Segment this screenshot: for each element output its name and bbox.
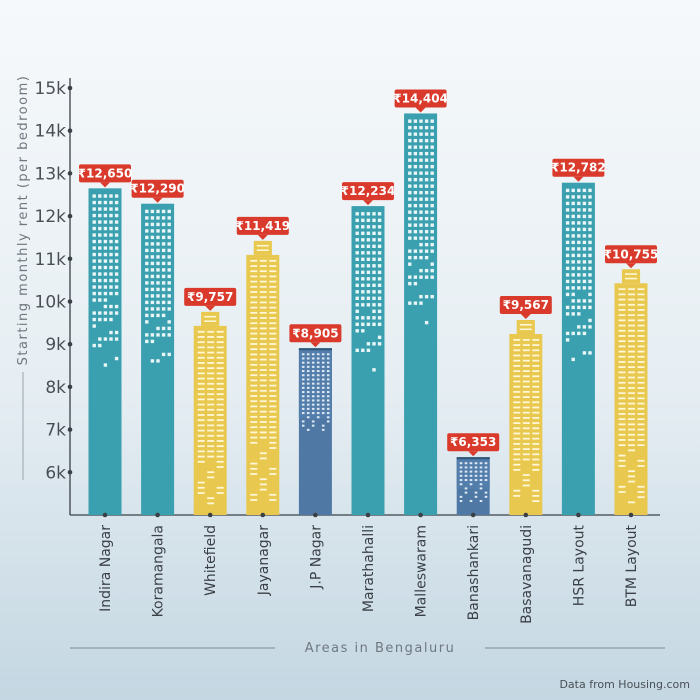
- y-tick-label: 9k: [45, 335, 66, 355]
- value-label-tag: ₹12,290: [130, 179, 185, 203]
- value-label: ₹6,353: [450, 435, 496, 449]
- x-tick-label: Marathahalli: [361, 525, 377, 612]
- value-label: ₹8,905: [292, 326, 338, 340]
- bar-spire: [621, 269, 641, 284]
- y-tick-label: 7k: [45, 421, 66, 441]
- x-tick-mark: [470, 512, 476, 518]
- bar-marathahalli: [351, 206, 385, 515]
- y-tick-label: 13k: [35, 164, 67, 184]
- y-tick-mark: [67, 341, 73, 347]
- x-tick-mark: [313, 512, 318, 518]
- y-axis-title: Starting monthly rent (per bedroom): [16, 75, 31, 366]
- y-tick-label: 8k: [45, 378, 66, 398]
- y-axis-title-group: Starting monthly rent (per bedroom): [16, 75, 31, 480]
- x-tick-label: BTM Layout: [624, 524, 640, 607]
- value-label: ₹12,650: [78, 166, 133, 180]
- bar-hsr-layout: [561, 182, 595, 515]
- value-label-tag: ₹12,650: [78, 164, 133, 188]
- y-tick-label: 14k: [35, 122, 67, 142]
- x-tick-label: Basavanagudi: [519, 525, 535, 624]
- y-tick-label: 15k: [35, 79, 67, 99]
- x-tick-mark: [207, 512, 213, 518]
- bar: [88, 188, 122, 515]
- y-tick-label: 12k: [35, 207, 67, 227]
- bar-malleswaram: [404, 113, 438, 515]
- x-tick-mark: [102, 512, 108, 518]
- bar-koramangala: [141, 203, 175, 516]
- y-tick-mark: [67, 128, 73, 133]
- x-tick-mark: [418, 512, 423, 518]
- bar-spire: [516, 319, 535, 334]
- x-tick-label: Jayanagar: [256, 525, 272, 596]
- bar-indira-nagar: [88, 188, 122, 515]
- x-tick-label: Whitefield: [203, 525, 219, 596]
- value-label: ₹9,757: [187, 290, 233, 304]
- bar: [351, 206, 385, 515]
- source-note: Data from Housing.com: [559, 678, 690, 691]
- value-label-tag: ₹14,404: [393, 89, 448, 113]
- bar-spire: [253, 240, 272, 255]
- value-label-tag: ₹6,353: [447, 433, 500, 457]
- x-tick-mark: [576, 512, 581, 518]
- value-label-tag: ₹9,567: [499, 295, 552, 319]
- bar-jayanagar: [246, 240, 280, 516]
- bar-btm-layout: [614, 269, 648, 515]
- value-label: ₹11,419: [235, 219, 290, 233]
- x-tick-mark: [365, 512, 371, 518]
- y-tick-mark: [67, 470, 73, 475]
- y-tick-label: 6k: [45, 463, 66, 483]
- bar: [561, 182, 595, 515]
- value-label: ₹12,290: [130, 182, 185, 196]
- x-tick-label: Koramangala: [151, 525, 167, 617]
- value-label: ₹12,782: [551, 161, 606, 175]
- y-tick-mark: [67, 256, 73, 262]
- x-tick-mark: [628, 512, 634, 518]
- x-tick-mark: [155, 512, 160, 518]
- y-tick-mark: [67, 171, 73, 176]
- y-tick-mark: [67, 427, 73, 432]
- value-label-tag: ₹12,234: [341, 182, 396, 206]
- bar-spire: [201, 311, 220, 326]
- x-tick-mark: [260, 512, 266, 518]
- x-tick-label: Malleswaram: [414, 525, 430, 617]
- x-axis-title: Areas in Bengaluru: [305, 641, 456, 656]
- value-label: ₹10,755: [604, 247, 659, 261]
- value-label: ₹14,404: [393, 91, 448, 105]
- value-label-tag: ₹12,782: [551, 158, 606, 182]
- y-tick-label: 10k: [35, 293, 67, 313]
- y-tick-mark: [67, 384, 73, 390]
- value-label-tag: ₹8,905: [289, 324, 342, 348]
- value-label-tag: ₹9,757: [184, 287, 237, 311]
- x-tick-mark: [523, 512, 529, 518]
- y-tick-label: 11k: [35, 250, 67, 270]
- x-tick-label: HSR Layout: [571, 524, 587, 606]
- value-label: ₹9,567: [503, 298, 549, 312]
- x-tick-label: Banashankari: [466, 525, 482, 620]
- value-label: ₹12,234: [341, 184, 396, 198]
- value-label-tag: ₹11,419: [235, 216, 290, 240]
- y-tick-mark: [67, 213, 73, 219]
- bar-whitefield: [193, 311, 227, 515]
- bar-banashankari: [456, 457, 490, 515]
- y-tick-mark: [67, 299, 73, 304]
- y-tick-mark: [67, 85, 73, 91]
- bar-j-p-nagar: [298, 348, 332, 515]
- x-tick-label: Indira Nagar: [98, 525, 114, 612]
- value-label-tag: ₹10,755: [604, 245, 659, 269]
- x-tick-label: J.P Nagar: [308, 525, 324, 590]
- bar-basavanagudi: [509, 319, 543, 515]
